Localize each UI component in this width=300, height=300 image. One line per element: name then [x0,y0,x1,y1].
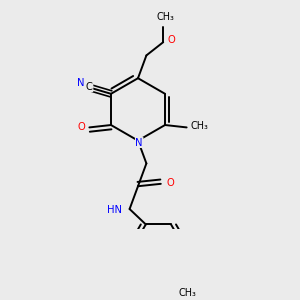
Text: CH₃: CH₃ [157,11,175,22]
Text: C: C [86,82,93,92]
Text: CH₃: CH₃ [178,288,196,298]
Text: O: O [166,178,174,188]
Text: CH₃: CH₃ [190,121,208,131]
Text: N: N [135,137,143,148]
Text: HN: HN [107,205,122,215]
Text: N: N [77,79,84,88]
Text: O: O [77,122,85,132]
Text: O: O [167,35,175,45]
